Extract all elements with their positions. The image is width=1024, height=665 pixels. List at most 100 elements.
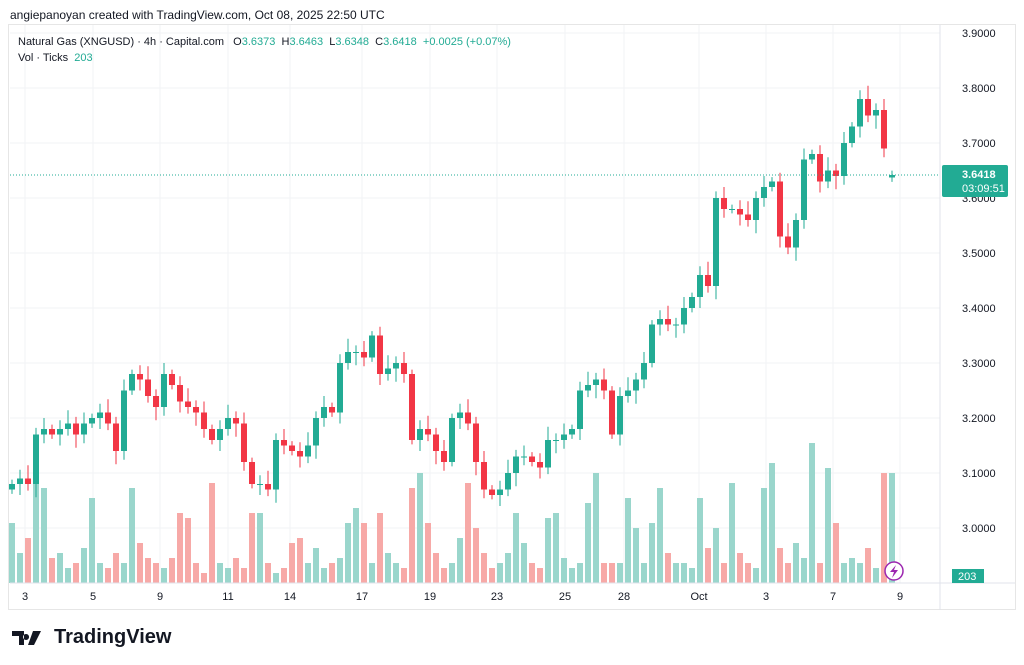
x-tick-label: 5	[90, 591, 96, 603]
volume-bar	[65, 568, 71, 583]
volume-bar	[817, 563, 823, 583]
candle-body	[449, 418, 455, 462]
volume-bar	[561, 558, 567, 583]
volume-bar	[377, 513, 383, 583]
candle-body	[473, 423, 479, 462]
candle-body	[825, 170, 831, 182]
lightning-icon[interactable]	[884, 561, 904, 581]
volume-bar	[113, 553, 119, 583]
candle-body	[353, 352, 359, 353]
volume-bar	[441, 568, 447, 583]
open-label: O	[233, 36, 242, 48]
candle-body	[585, 385, 591, 391]
volume-bar	[513, 513, 519, 583]
chart-legend: Natural Gas (XNGUSD) · 4h · Capital.com …	[18, 34, 511, 66]
x-tick-label: 11	[222, 591, 233, 603]
volume-bar	[153, 563, 159, 583]
candle-body	[401, 363, 407, 374]
volume-bar	[273, 573, 279, 583]
volume-bar	[313, 548, 319, 583]
candle-body	[137, 374, 143, 380]
price-tag-countdown: 03:09:51	[962, 183, 1005, 195]
tradingview-logo[interactable]: TradingView	[12, 626, 171, 649]
volume-label[interactable]: Vol · Ticks	[18, 52, 69, 64]
volume-bar	[433, 553, 439, 583]
candle-body	[249, 462, 255, 484]
volume-bar	[465, 483, 471, 583]
volume-bar	[657, 488, 663, 583]
volume-bar	[553, 513, 559, 583]
x-tick-label: 3	[22, 591, 28, 603]
volume-bar	[137, 543, 143, 583]
volume-bar	[297, 538, 303, 583]
volume-bar	[713, 528, 719, 583]
volume-bar	[201, 573, 207, 583]
volume-bar	[401, 568, 407, 583]
candle-body	[569, 429, 575, 435]
candle-body	[105, 412, 111, 424]
candle-body	[889, 175, 895, 178]
volume-tag	[952, 569, 984, 583]
candle-body	[313, 418, 319, 446]
candle-body	[665, 319, 671, 325]
candle-body	[497, 489, 503, 495]
candle-body	[17, 478, 23, 484]
symbol-label[interactable]: Natural Gas (XNGUSD) · 4h · Capital.com	[18, 36, 224, 48]
logo-text: TradingView	[54, 626, 172, 648]
volume-bar	[185, 518, 191, 583]
candle-body	[649, 324, 655, 363]
volume-bar	[89, 498, 95, 583]
volume-bar	[425, 523, 431, 583]
volume-bar	[33, 473, 39, 583]
candle-body	[25, 478, 31, 484]
x-tick-label: 19	[424, 591, 436, 603]
volume-value: 203	[74, 52, 93, 64]
volume-bar	[41, 488, 47, 583]
candle-body	[289, 445, 295, 451]
volume-bar	[249, 513, 255, 583]
volume-bar	[849, 558, 855, 583]
candle-body	[481, 462, 487, 490]
candle-body	[161, 374, 167, 407]
volume-bar	[569, 568, 575, 583]
candle-body	[505, 473, 511, 490]
price-chart[interactable]: 3.90003.80003.70003.60003.50003.40003.30…	[0, 0, 1024, 612]
y-tick-label: 3.8000	[962, 83, 996, 95]
candle-body	[577, 390, 583, 429]
candle-body	[545, 440, 551, 468]
candle-body	[57, 429, 63, 435]
volume-row: Vol · Ticks 203	[18, 50, 511, 66]
candle-body	[849, 126, 855, 143]
candle-body	[457, 412, 463, 418]
volume-bar	[809, 443, 815, 583]
volume-bar	[529, 563, 535, 583]
close-label: C	[375, 36, 384, 48]
candle-body	[193, 407, 199, 413]
candle-body	[129, 374, 135, 391]
candle-body	[593, 379, 599, 385]
chart-frame	[8, 24, 1016, 610]
volume-bar	[497, 563, 503, 583]
candle-body	[169, 374, 175, 385]
volume-bar	[521, 543, 527, 583]
candle-body	[233, 418, 239, 424]
volume-bar	[225, 568, 231, 583]
candle-body	[817, 154, 823, 182]
volume-bar	[601, 563, 607, 583]
volume-bar	[105, 568, 111, 583]
volume-bar	[489, 568, 495, 583]
volume-bar	[697, 498, 703, 583]
volume-bar	[265, 563, 271, 583]
candle-body	[65, 423, 71, 429]
volume-bar	[417, 473, 423, 583]
x-tick-label: 23	[491, 591, 503, 603]
volume-bar	[729, 483, 735, 583]
candle-body	[217, 429, 223, 440]
candle-body	[337, 363, 343, 413]
candle-body	[425, 429, 431, 435]
volume-bar	[385, 553, 391, 583]
volume-bar	[473, 528, 479, 583]
volume-bar	[585, 503, 591, 583]
candle-body	[329, 407, 335, 413]
volume-bar	[145, 558, 151, 583]
